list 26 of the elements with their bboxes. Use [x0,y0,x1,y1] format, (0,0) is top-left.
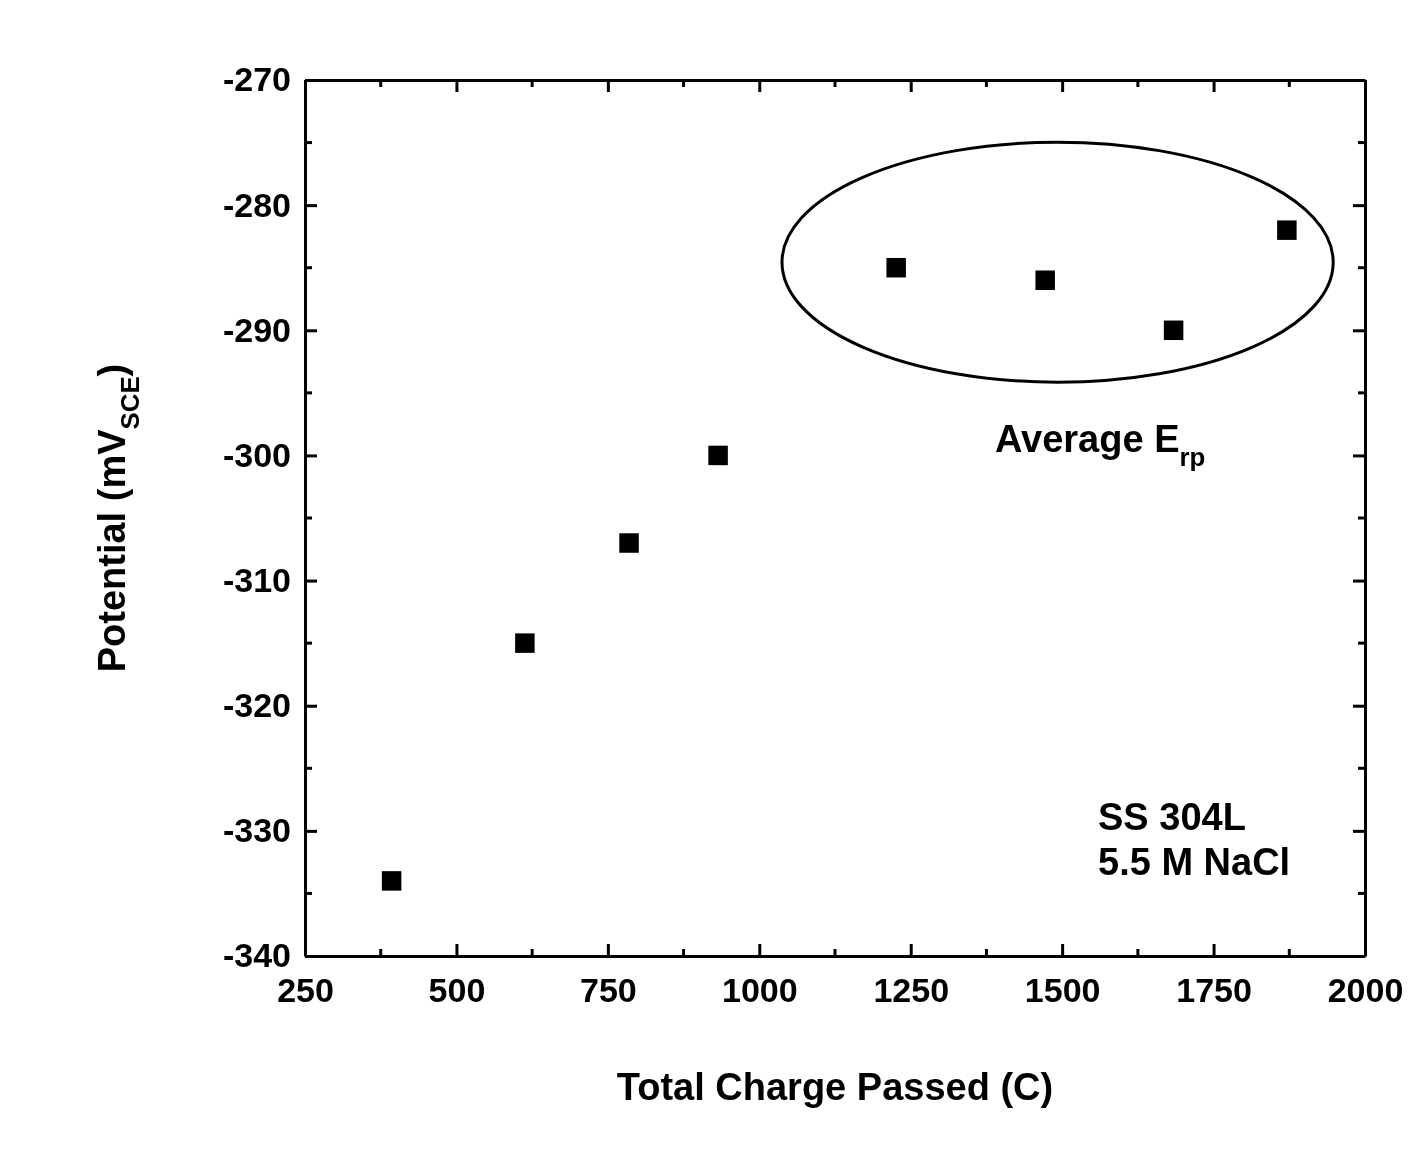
point [619,533,639,553]
x-tick-label: 1000 [721,971,798,1010]
point [1277,220,1297,240]
y-tick-label: -290 [222,310,291,349]
annotation: 5.5 M NaCl [1098,841,1291,883]
annotation: SS 304L [1098,796,1246,838]
y-tick-label: -270 [222,60,291,99]
point [515,633,535,653]
annotation: Average E$_{rp}$ [995,418,1206,471]
point [886,257,906,278]
y-tick-label: -330 [222,811,291,850]
y-tick-label: -320 [222,686,291,725]
x-tick-label: 2000 [1327,971,1404,1010]
x-tick-label: 750 [579,971,637,1010]
point [1035,270,1055,290]
x-tick-label: 1750 [1176,971,1252,1010]
x-axis-title: Total Charge Passed (C) [616,1066,1054,1108]
y-tick-label: -310 [222,560,291,599]
point [381,871,402,891]
x-tick-label: 500 [428,971,486,1010]
point [1163,320,1184,341]
point [708,445,728,466]
y-tick-label: -300 [222,435,291,474]
x-tick-label: 1500 [1024,971,1101,1010]
y-tick-label: -280 [222,185,291,224]
x-tick-label: 1250 [873,971,950,1010]
